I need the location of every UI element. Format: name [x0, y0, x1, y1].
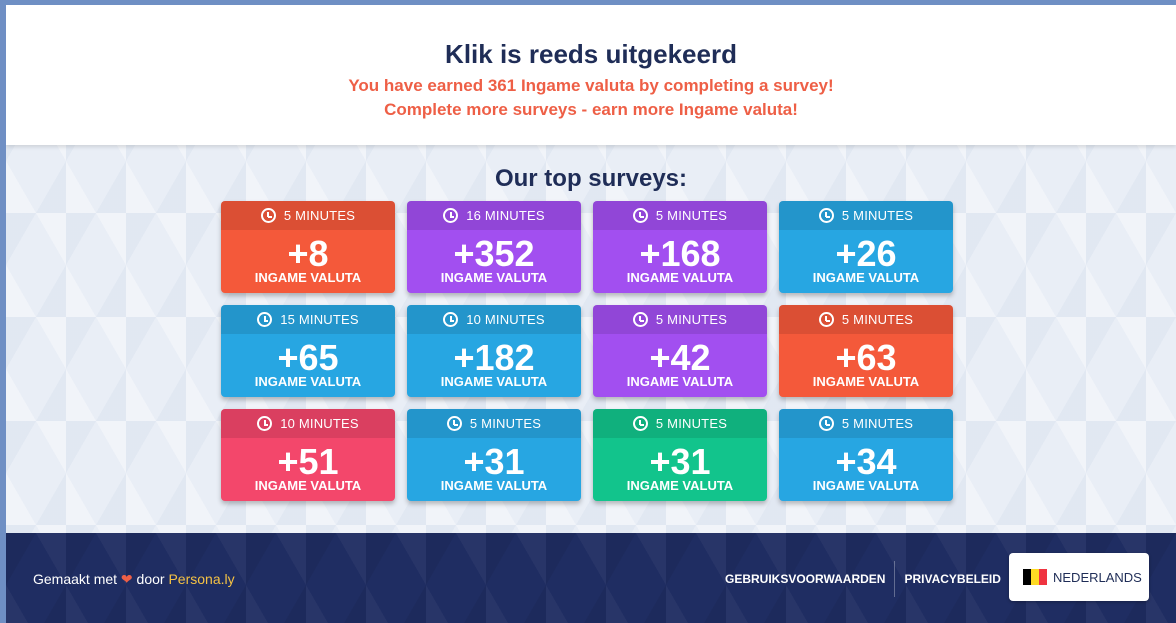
brand-link[interactable]: Persona.ly [168, 571, 235, 587]
clock-icon [818, 416, 834, 431]
clock-icon [818, 312, 834, 327]
survey-card[interactable]: 5 MINUTES +168 INGAME VALUTA [593, 201, 767, 293]
page-title: Klik is reeds uitgekeerd [445, 39, 737, 69]
reward-unit: INGAME VALUTA [626, 374, 734, 389]
clock-icon [818, 208, 834, 223]
survey-card[interactable]: 10 MINUTES +182 INGAME VALUTA [407, 305, 581, 397]
survey-card[interactable]: 5 MINUTES +42 INGAME VALUTA [593, 305, 767, 397]
clock-icon [257, 312, 273, 327]
survey-card[interactable]: 5 MINUTES +31 INGAME VALUTA [407, 409, 581, 501]
reward-unit: INGAME VALUTA [254, 374, 362, 389]
survey-duration: 5 MINUTES [221, 201, 395, 230]
footer-divider [894, 561, 896, 597]
survey-page: Klik is reeds uitgekeerd You have earned… [6, 5, 1176, 623]
clock-icon [632, 208, 648, 223]
duration-label: 5 MINUTES [469, 416, 542, 431]
survey-card[interactable]: 15 MINUTES +65 INGAME VALUTA [221, 305, 395, 397]
survey-card[interactable]: 16 MINUTES +352 INGAME VALUTA [407, 201, 581, 293]
reward-unit: INGAME VALUTA [626, 478, 734, 493]
duration-label: 5 MINUTES [655, 312, 728, 327]
reward-unit: INGAME VALUTA [440, 478, 548, 493]
survey-duration: 10 MINUTES [407, 305, 581, 334]
privacy-link[interactable]: PRIVACYBELEID [904, 572, 1001, 586]
survey-card[interactable]: 5 MINUTES +34 INGAME VALUTA [779, 409, 953, 501]
reward-amount: +63 [835, 337, 897, 378]
duration-label: 5 MINUTES [841, 208, 914, 223]
survey-duration: 5 MINUTES [779, 305, 953, 334]
clock-icon [443, 208, 459, 223]
clock-icon [257, 416, 273, 431]
survey-card[interactable]: 5 MINUTES +31 INGAME VALUTA [593, 409, 767, 501]
clock-icon [260, 208, 276, 223]
clock-icon [632, 312, 648, 327]
survey-duration: 5 MINUTES [407, 409, 581, 438]
language-label: NEDERLANDS [1053, 569, 1142, 585]
survey-card[interactable]: 10 MINUTES +51 INGAME VALUTA [221, 409, 395, 501]
reward-amount: +182 [453, 337, 535, 378]
survey-duration: 5 MINUTES [593, 409, 767, 438]
survey-card[interactable]: 5 MINUTES +63 INGAME VALUTA [779, 305, 953, 397]
reward-amount: +168 [639, 233, 721, 274]
clock-icon [632, 416, 648, 431]
reward-unit: INGAME VALUTA [440, 374, 548, 389]
language-selector[interactable]: NEDERLANDS [1009, 553, 1149, 601]
duration-label: 5 MINUTES [655, 208, 728, 223]
survey-grid: 5 MINUTES +8 INGAME VALUTA 16 MINUTES +352 IN… [221, 201, 961, 501]
duration-label: 5 MINUTES [655, 416, 728, 431]
duration-label: 5 MINUTES [283, 208, 356, 223]
reward-unit: INGAME VALUTA [812, 478, 920, 493]
reward-amount: +31 [649, 441, 711, 482]
reward-unit: INGAME VALUTA [254, 478, 362, 493]
survey-card[interactable]: 5 MINUTES +8 INGAME VALUTA [221, 201, 395, 293]
made-by: door [136, 571, 165, 587]
reward-unit: INGAME VALUTA [254, 270, 362, 285]
duration-label: 16 MINUTES [466, 208, 545, 223]
made-with-love: Gemaakt met ❤ door Persona.ly [33, 571, 235, 588]
reward-amount: +8 [287, 233, 329, 274]
reward-unit: INGAME VALUTA [440, 270, 548, 285]
belgium-flag-icon [1023, 569, 1047, 585]
top-surveys-title: Our top surveys: [494, 165, 688, 192]
survey-duration: 5 MINUTES [779, 201, 953, 230]
reward-amount: +51 [277, 441, 339, 482]
survey-duration: 5 MINUTES [779, 409, 953, 438]
survey-duration: 5 MINUTES [593, 305, 767, 334]
reward-unit: INGAME VALUTA [812, 374, 920, 389]
earned-message: You have earned 361 Ingame valuta by com… [348, 76, 834, 95]
reward-amount: +26 [835, 233, 897, 274]
reward-amount: +352 [453, 233, 535, 274]
duration-label: 5 MINUTES [841, 416, 914, 431]
reward-amount: +34 [835, 441, 897, 482]
footer: Gemaakt met ❤ door Persona.ly GEBRUIKSVO… [6, 533, 1176, 623]
made-prefix: Gemaakt met [33, 571, 118, 587]
earn-more-message: Complete more surveys - earn more Ingame… [384, 100, 798, 119]
survey-duration: 5 MINUTES [593, 201, 767, 230]
reward-amount: +42 [649, 337, 711, 378]
footer-links: GEBRUIKSVOORWAARDEN PRIVACYBELEID [716, 561, 1010, 597]
clock-icon [443, 312, 459, 327]
duration-label: 5 MINUTES [841, 312, 914, 327]
reward-amount: +31 [463, 441, 525, 482]
duration-label: 10 MINUTES [280, 416, 359, 431]
terms-link[interactable]: GEBRUIKSVOORWAARDEN [725, 572, 886, 586]
survey-duration: 16 MINUTES [407, 201, 581, 230]
duration-label: 15 MINUTES [280, 312, 359, 327]
header-panel: Klik is reeds uitgekeerd You have earned… [6, 5, 1176, 145]
survey-duration: 10 MINUTES [221, 409, 395, 438]
heart-icon: ❤ [120, 571, 133, 587]
survey-card[interactable]: 5 MINUTES +26 INGAME VALUTA [779, 201, 953, 293]
reward-amount: +65 [277, 337, 339, 378]
duration-label: 10 MINUTES [466, 312, 545, 327]
reward-unit: INGAME VALUTA [812, 270, 920, 285]
clock-icon [446, 416, 462, 431]
survey-duration: 15 MINUTES [221, 305, 395, 334]
reward-unit: INGAME VALUTA [626, 270, 734, 285]
